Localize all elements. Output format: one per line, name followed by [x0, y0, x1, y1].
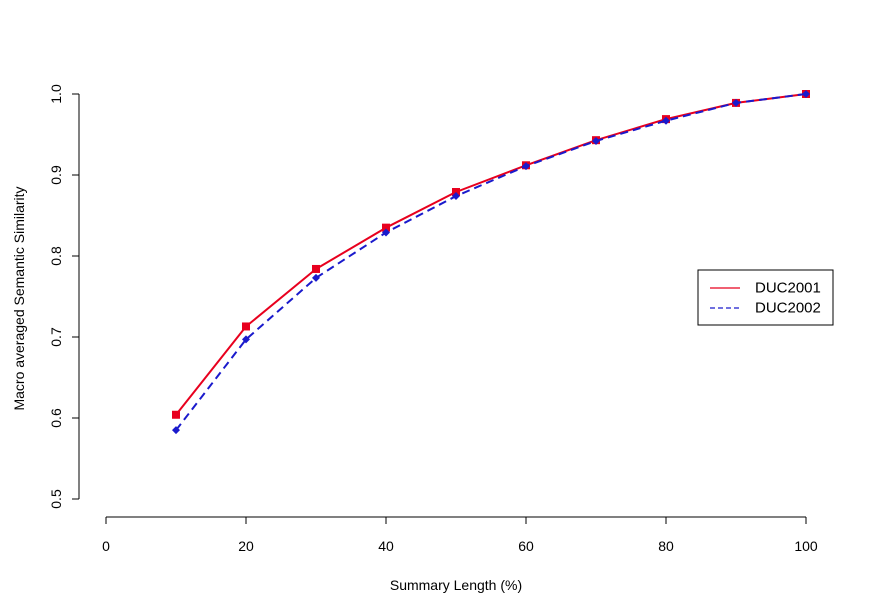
data-point-duc2001 — [242, 322, 250, 331]
legend: DUC2001 DUC2002 — [697, 269, 834, 326]
series-line-duc2001 — [175, 93, 807, 416]
x-tick-label: 20 — [238, 538, 254, 554]
x-tick-label: 100 — [794, 538, 818, 554]
data-point-duc2002 — [732, 98, 740, 107]
legend-label-duc2001: DUC2001 — [755, 280, 821, 297]
legend-label-duc2002: DUC2002 — [755, 300, 821, 317]
data-point-duc2001 — [312, 264, 320, 273]
x-tick-label: 60 — [518, 538, 534, 554]
y-tick-label: 0.8 — [48, 246, 64, 266]
data-point-duc2002 — [522, 162, 530, 171]
y-tick-label: 0.7 — [48, 327, 64, 347]
data-point-duc2002 — [312, 273, 320, 282]
series-line-duc2002 — [175, 93, 807, 431]
data-point-duc2002 — [172, 426, 180, 435]
legend-box — [697, 269, 834, 326]
data-point-duc2002 — [242, 335, 250, 344]
data-point-duc2001 — [452, 188, 460, 197]
y-axis: 0.5 0.6 0.7 0.8 0.9 1.0 — [48, 84, 80, 509]
y-tick-label: 1.0 — [48, 84, 64, 104]
y-tick-label: 0.5 — [48, 489, 64, 509]
data-point-duc2002 — [802, 90, 810, 98]
y-tick-label: 0.6 — [48, 408, 64, 428]
series-layer — [172, 90, 810, 435]
data-point-duc2001 — [172, 410, 180, 419]
data-point-duc2002 — [382, 228, 390, 237]
x-tick-label: 0 — [102, 538, 110, 554]
data-point-duc2002 — [592, 136, 600, 145]
data-point-duc2002 — [662, 116, 670, 125]
data-point-duc2002 — [452, 192, 460, 201]
x-axis: 0 20 40 60 80 100 — [102, 516, 818, 554]
data-point-duc2001 — [382, 223, 390, 232]
y-axis-title: Macro averaged Semantic Similarity — [11, 186, 27, 410]
x-tick-label: 40 — [378, 538, 394, 554]
x-tick-label: 80 — [658, 538, 674, 554]
x-axis-title: Summary Length (%) — [390, 577, 522, 593]
y-tick-label: 0.9 — [48, 165, 64, 185]
